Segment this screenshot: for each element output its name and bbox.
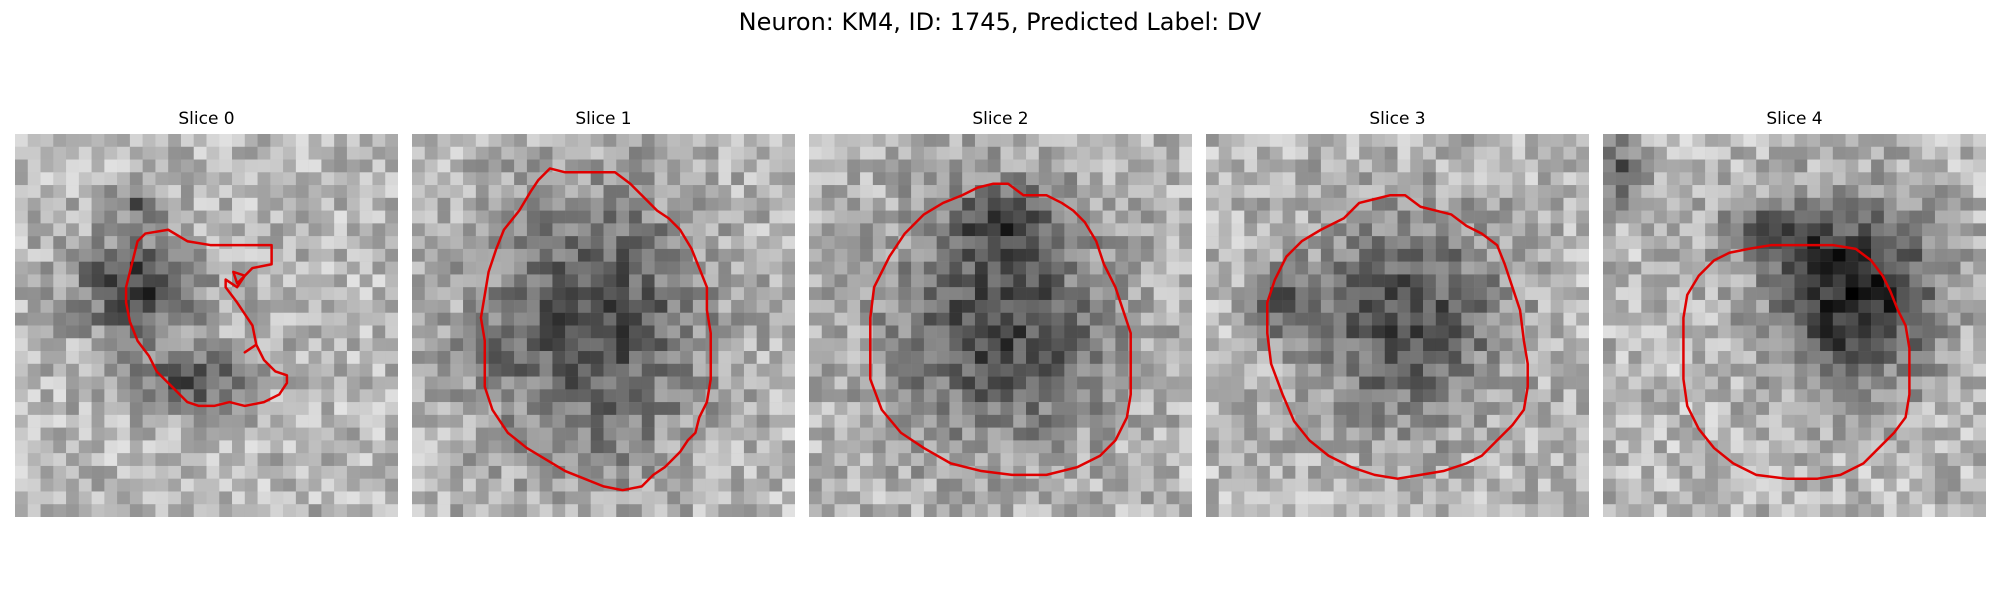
slice-image-0	[15, 134, 398, 517]
pixel-grid	[1603, 134, 1986, 517]
slice-panel-1: Slice 1	[412, 108, 795, 517]
segmentation-contour	[1682, 243, 1911, 480]
slice-image-2	[809, 134, 1192, 517]
figure-title: Neuron: KM4, ID: 1745, Predicted Label: …	[738, 8, 1262, 36]
segmentation-contour	[124, 228, 289, 408]
slice-title-0: Slice 0	[178, 109, 235, 129]
slice-panel-0: Slice 0	[15, 108, 398, 517]
slice-title-3: Slice 3	[1369, 109, 1426, 129]
pixel-grid	[809, 134, 1192, 517]
segmentation-contour	[479, 167, 712, 492]
pixel-grid	[15, 134, 398, 517]
pixel-grid	[412, 134, 795, 517]
slice-image-4	[1603, 134, 1986, 517]
slice-panel-2: Slice 2	[809, 108, 1192, 517]
slice-panel-3: Slice 3	[1206, 108, 1589, 517]
slice-image-1	[412, 134, 795, 517]
slice-title-4: Slice 4	[1766, 109, 1823, 129]
segmentation-contour	[1266, 194, 1529, 480]
slice-title-1: Slice 1	[575, 109, 632, 129]
segmentation-contour	[869, 182, 1132, 477]
slice-title-2: Slice 2	[972, 109, 1029, 129]
pixel-grid	[1206, 134, 1589, 517]
slice-image-3	[1206, 134, 1589, 517]
slice-panel-4: Slice 4	[1603, 108, 1986, 517]
